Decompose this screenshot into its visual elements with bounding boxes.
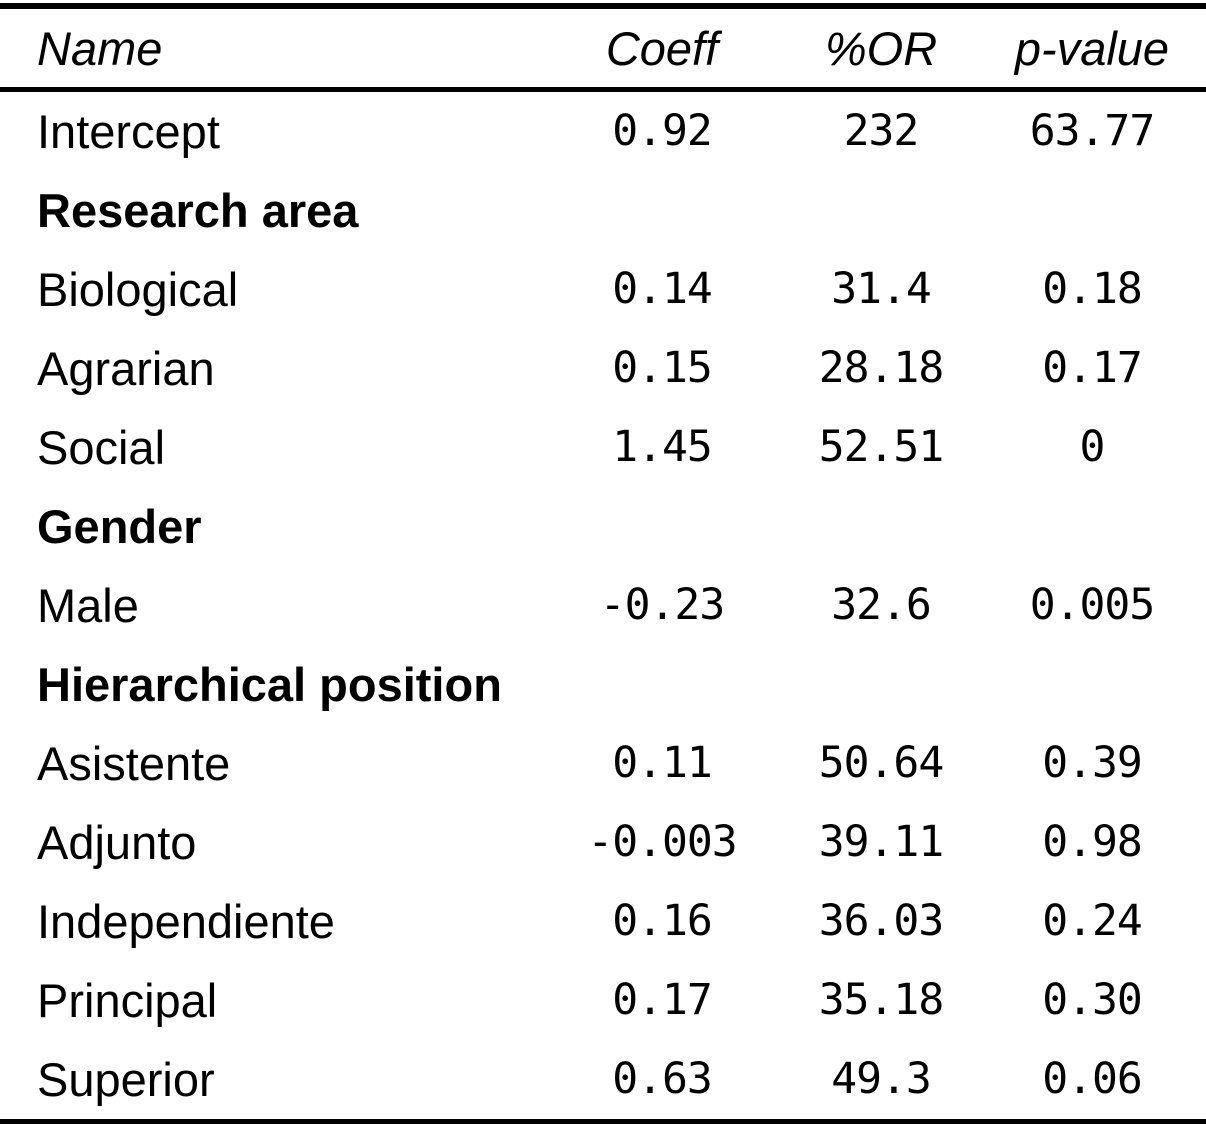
or-value: 28.18 — [818, 343, 944, 393]
coeff-value: 0.16 — [612, 896, 713, 946]
column-header-p-value: p-value — [978, 6, 1206, 92]
p-value: 0.005 — [1029, 580, 1155, 630]
table-row: Agrarian 0.15 28.18 0.17 — [0, 329, 1206, 408]
or-value: 31.4 — [831, 264, 932, 314]
p-value: 0 — [1079, 422, 1106, 472]
column-header-name: Name — [0, 6, 540, 92]
section-row: Research area — [0, 171, 1206, 250]
section-header-label: Research area — [37, 184, 359, 237]
section-header-label: Hierarchical position — [37, 658, 502, 711]
table-row: Independiente 0.16 36.03 0.24 — [0, 882, 1206, 961]
p-value: 0.98 — [1042, 817, 1143, 867]
row-label: Principal — [37, 974, 218, 1027]
coeff-value: -0.23 — [599, 580, 725, 630]
coeff-value: 0.15 — [612, 343, 713, 393]
section-row: Gender — [0, 487, 1206, 566]
p-value: 63.77 — [1029, 106, 1155, 156]
row-label: Asistente — [37, 737, 231, 790]
coeff-value: 0.17 — [612, 975, 713, 1025]
row-label: Agrarian — [37, 342, 215, 395]
table-row: Superior 0.63 49.3 0.06 — [0, 1040, 1206, 1122]
table-row: Principal 0.17 35.18 0.30 — [0, 961, 1206, 1040]
or-value: 52.51 — [818, 422, 944, 472]
p-value: 0.24 — [1042, 896, 1143, 946]
or-value: 35.18 — [818, 975, 944, 1025]
column-header-or: %OR — [784, 6, 978, 92]
table-body: Intercept 0.92 232 63.77 Research area Biolog… — [0, 90, 1206, 1122]
coeff-value: 0.11 — [612, 738, 713, 788]
section-header-label: Gender — [37, 500, 202, 553]
table-row: Male -0.23 32.6 0.005 — [0, 566, 1206, 645]
column-header-coeff: Coeff — [540, 6, 784, 92]
coeff-value: 1.45 — [612, 422, 713, 472]
or-value: 39.11 — [818, 817, 944, 867]
table-header: Name Coeff %OR p-value — [0, 6, 1206, 92]
row-label: Intercept — [37, 105, 220, 158]
row-label: Adjunto — [37, 816, 197, 869]
p-value: 0.30 — [1042, 975, 1143, 1025]
table-row: Adjunto -0.003 39.11 0.98 — [0, 803, 1206, 882]
section-row: Hierarchical position — [0, 645, 1206, 724]
coeff-value: 0.63 — [612, 1054, 713, 1104]
table-row: Intercept 0.92 232 63.77 — [0, 90, 1206, 172]
p-value: 0.39 — [1042, 738, 1143, 788]
coeff-value: -0.003 — [587, 817, 737, 867]
table-row: Biological 0.14 31.4 0.18 — [0, 250, 1206, 329]
or-value: 232 — [843, 106, 920, 156]
or-value: 49.3 — [831, 1054, 932, 1104]
p-value: 0.06 — [1042, 1054, 1143, 1104]
or-value: 32.6 — [831, 580, 932, 630]
table-row: Asistente 0.11 50.64 0.39 — [0, 724, 1206, 803]
coeff-value: 0.92 — [612, 106, 713, 156]
header-row: Name Coeff %OR p-value — [0, 6, 1206, 92]
row-label: Social — [37, 421, 166, 474]
row-label: Male — [37, 579, 139, 632]
coeff-value: 0.14 — [612, 264, 713, 314]
p-value: 0.17 — [1042, 343, 1143, 393]
or-value: 36.03 — [818, 896, 944, 946]
or-value: 50.64 — [818, 738, 944, 788]
p-value: 0.18 — [1042, 264, 1143, 314]
regression-results-table: Name Coeff %OR p-value Intercept 0.92 232 6… — [0, 3, 1206, 1124]
table-row: Social 1.45 52.51 0 — [0, 408, 1206, 487]
row-label: Independiente — [37, 895, 335, 948]
row-label: Superior — [37, 1053, 215, 1106]
row-label: Biological — [37, 263, 239, 316]
